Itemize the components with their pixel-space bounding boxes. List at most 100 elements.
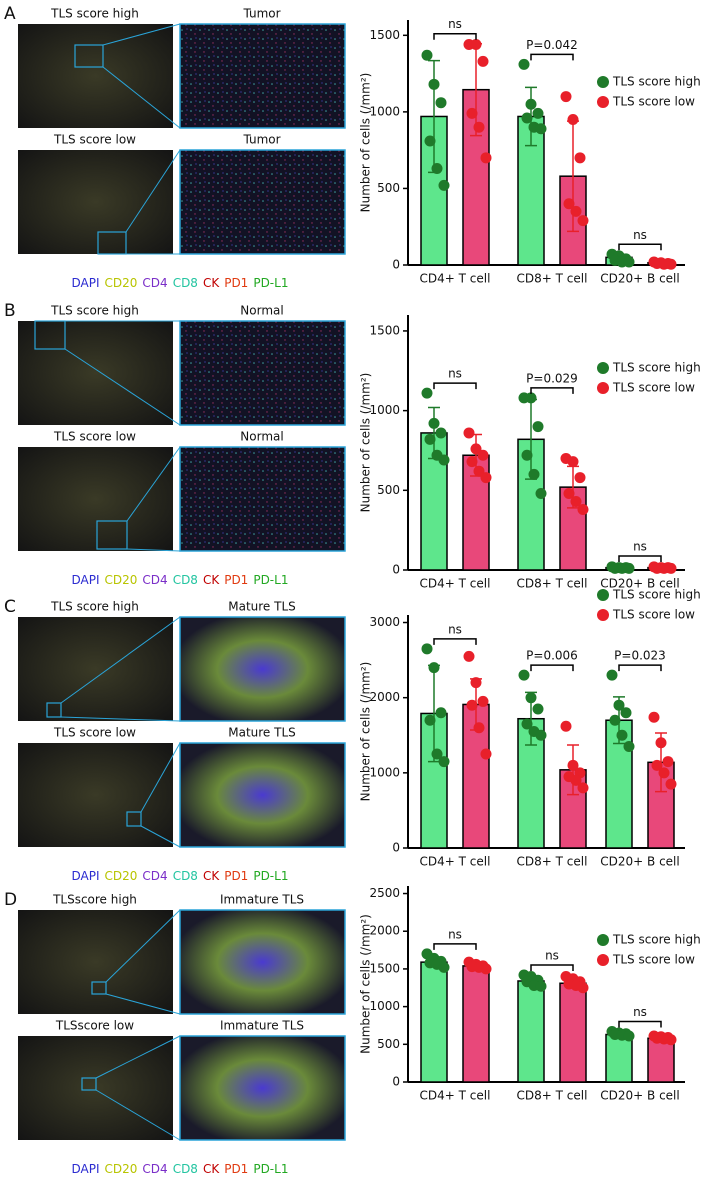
stain-name: DAPI [72,1162,100,1176]
data-point [435,707,447,719]
data-point [577,982,589,994]
stain-name: CD4 [142,276,167,290]
data-point [570,205,582,217]
stain-name: CD8 [173,573,198,587]
data-point [480,472,492,484]
data-point [577,215,589,227]
legend-marker [597,76,609,88]
data-point [466,699,478,711]
stain-name: PD-L1 [253,573,288,587]
image-label: TLS score high [50,7,139,21]
stain-name: DAPI [72,869,100,883]
data-point [623,1030,635,1042]
y-tick-label: 2500 [369,886,400,900]
image-label: TLS score high [50,304,139,318]
y-axis-label: Number of cells (/mm²) [359,373,373,513]
stain-name: PD-L1 [253,276,288,290]
data-point [616,729,628,741]
x-tick-label: CD20+ B cell [600,1089,679,1103]
x-tick-label: CD8+ T cell [517,272,588,286]
overview-image [18,150,173,254]
comparison-bracket [618,555,662,563]
comparison-bracket [530,53,574,61]
legend-marker [597,362,609,374]
zoom-image [179,909,346,1015]
data-point [532,107,544,119]
data-point [535,488,547,499]
stain-name: CD20 [105,573,138,587]
zoom-label: Immature TLS [220,1019,304,1033]
bar [517,980,545,1083]
data-point [470,39,482,50]
zoom-label: Tumor [242,133,280,147]
zoom-box [74,44,104,68]
y-tick-label: 1500 [369,323,400,337]
legend-label: TLS score low [612,608,695,622]
y-tick-label: 1000 [369,403,400,417]
y-tick-label: 0 [392,841,400,855]
data-point [560,91,572,103]
data-point [473,121,485,133]
data-point [658,767,670,779]
data-point [535,729,547,741]
legend-marker [597,609,609,621]
zoom-image [179,320,346,426]
data-point [577,503,589,515]
zoom-connector [126,548,181,552]
data-point [470,443,482,455]
zoom-connector [105,993,181,1015]
data-point [480,963,492,975]
data-point [665,562,677,574]
data-point [435,427,447,439]
data-point [463,650,475,662]
y-tick-label: 1000 [369,999,400,1013]
zoom-label: Normal [240,304,283,318]
stain-name: CD4 [142,869,167,883]
data-point [623,741,635,753]
stain-name: PD1 [224,869,248,883]
x-tick-label: CD8+ T cell [517,577,588,591]
data-point [521,112,533,124]
zoom-image [179,149,346,255]
bar [559,486,587,571]
y-tick-label: 0 [392,258,400,272]
bar [462,965,490,1083]
data-point [466,107,478,119]
stain-legend: DAPI CD20 CD4 CD8 CK PD1 PD-L1 [72,1162,289,1176]
data-point [438,454,450,466]
data-point [525,392,537,404]
data-point [655,737,667,749]
zoom-label: Mature TLS [228,726,296,740]
comparison-label: ns [448,927,462,941]
x-tick-label: CD20+ B cell [600,577,679,591]
zoom-connector [60,716,181,722]
x-tick-label: CD4+ T cell [420,855,491,869]
y-tick-label: 500 [377,181,400,195]
data-point [424,714,436,726]
data-point [518,669,530,681]
data-point [421,643,433,655]
data-point [623,562,635,574]
data-point [428,417,440,429]
data-point [480,748,492,760]
panel-letter: C [4,597,16,617]
legend-label: TLS score high [612,933,701,947]
zoom-connector [95,1089,181,1141]
data-point [421,387,433,399]
data-point [435,97,447,109]
zoom-box [34,320,66,350]
image-label: TLS score low [53,430,136,444]
zoom-label: Tumor [242,7,280,21]
zoom-image [179,742,346,848]
zoom-box [81,1077,97,1091]
comparison-bracket [433,32,477,40]
comparison-label: ns [448,17,462,31]
comparison-label: P=0.042 [526,38,578,52]
comparison-bracket [530,964,574,971]
zoom-connector [140,825,181,848]
y-axis-label: Number of cells (/mm²) [359,662,373,802]
legend-label: TLS score high [612,361,701,375]
stain-name: PD1 [224,1162,248,1176]
data-point [567,759,579,771]
legend-marker [597,382,609,394]
